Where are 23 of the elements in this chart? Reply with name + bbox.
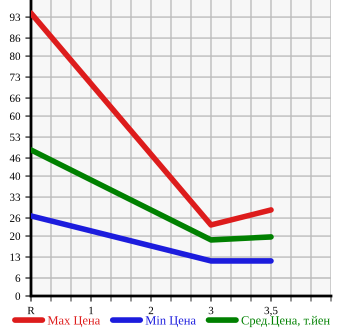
y-tick-label: 13 (10, 254, 20, 261)
y-tick-label: 20 (10, 232, 20, 240)
y-tick-label: 66 (10, 94, 20, 102)
x-tick-label: R (28, 306, 35, 314)
y-tick-label: 0 (15, 292, 20, 300)
legend-label: Min Цена (146, 316, 196, 328)
x-tick-label: 1 (89, 306, 94, 314)
legend-label: Сред.Цена, т.йен (242, 316, 330, 328)
y-tick-label: 86 (10, 34, 20, 42)
y-tick-label: 60 (10, 112, 20, 120)
legend-label: Max Цена (48, 316, 100, 328)
x-tick-label: 3 (208, 306, 214, 314)
y-tick-label: 73 (10, 74, 20, 82)
x-tick-label: 3,5 (264, 306, 278, 316)
x-tick-label: 2 (148, 306, 154, 314)
y-tick-label: 26 (10, 214, 20, 222)
y-tick-label: 46 (10, 154, 20, 162)
y-tick-label: 80 (10, 52, 20, 60)
y-tick-label: 93 (10, 14, 20, 22)
y-tick-label: 6 (16, 274, 20, 282)
y-tick-label: 40 (10, 172, 20, 180)
y-tick-label: 33 (10, 194, 20, 201)
y-tick-label: 53 (10, 134, 20, 142)
